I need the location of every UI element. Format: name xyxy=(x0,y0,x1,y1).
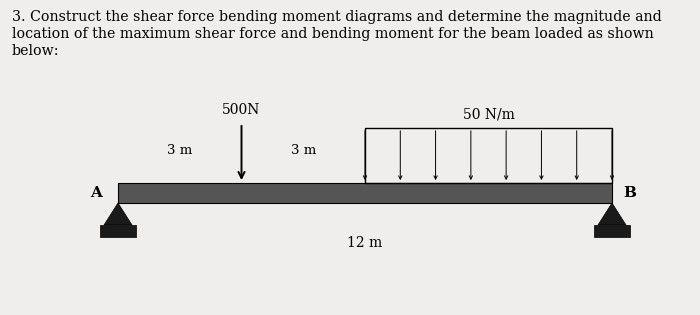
Text: location of the maximum shear force and bending moment for the beam loaded as sh: location of the maximum shear force and … xyxy=(12,27,654,41)
Text: 3 m: 3 m xyxy=(167,145,192,158)
Polygon shape xyxy=(118,183,612,203)
Polygon shape xyxy=(104,203,132,225)
Text: B: B xyxy=(624,186,636,200)
Text: A: A xyxy=(90,186,102,200)
Polygon shape xyxy=(594,225,630,237)
Text: below:: below: xyxy=(12,44,60,58)
Text: 12 m: 12 m xyxy=(347,236,383,250)
Text: 500N: 500N xyxy=(223,103,260,117)
Polygon shape xyxy=(100,225,136,237)
Polygon shape xyxy=(598,203,626,225)
Text: 3 m: 3 m xyxy=(290,145,316,158)
Text: 50 N/m: 50 N/m xyxy=(463,107,514,121)
Text: 3. Construct the shear force bending moment diagrams and determine the magnitude: 3. Construct the shear force bending mom… xyxy=(12,10,661,24)
